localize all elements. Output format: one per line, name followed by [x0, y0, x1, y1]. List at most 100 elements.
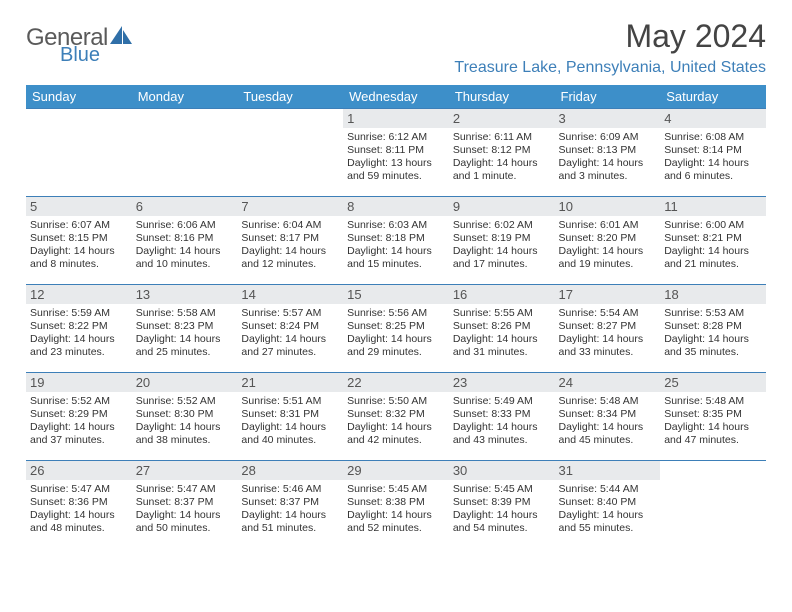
day-header: Sunday: [26, 85, 132, 109]
day-number: 3: [555, 109, 661, 128]
calendar-day: 8 Sunrise: 6:03 AMSunset: 8:18 PMDaylight…: [343, 197, 449, 285]
day-details: Sunrise: 5:52 AMSunset: 8:30 PMDaylight:…: [136, 395, 234, 448]
day-header: Saturday: [660, 85, 766, 109]
day-details: Sunrise: 5:45 AMSunset: 8:38 PMDaylight:…: [347, 483, 445, 536]
day-details: Sunrise: 6:03 AMSunset: 8:18 PMDaylight:…: [347, 219, 445, 272]
day-number: 31: [555, 461, 661, 480]
day-details: Sunrise: 5:52 AMSunset: 8:29 PMDaylight:…: [30, 395, 128, 448]
calendar-day-empty: [660, 461, 766, 549]
day-number: 14: [237, 285, 343, 304]
calendar-day: 20 Sunrise: 5:52 AMSunset: 8:30 PMDayligh…: [132, 373, 238, 461]
calendar-week: 1 Sunrise: 6:12 AMSunset: 8:11 PMDaylight…: [26, 109, 766, 197]
calendar-day: 12 Sunrise: 5:59 AMSunset: 8:22 PMDayligh…: [26, 285, 132, 373]
day-details: Sunrise: 5:44 AMSunset: 8:40 PMDaylight:…: [559, 483, 657, 536]
day-number: 15: [343, 285, 449, 304]
calendar-week: 26 Sunrise: 5:47 AMSunset: 8:36 PMDayligh…: [26, 461, 766, 549]
calendar-day: 11 Sunrise: 6:00 AMSunset: 8:21 PMDayligh…: [660, 197, 766, 285]
day-number: 16: [449, 285, 555, 304]
day-details: Sunrise: 5:47 AMSunset: 8:36 PMDaylight:…: [30, 483, 128, 536]
day-number: 13: [132, 285, 238, 304]
day-header: Friday: [555, 85, 661, 109]
calendar-day: 13 Sunrise: 5:58 AMSunset: 8:23 PMDayligh…: [132, 285, 238, 373]
day-details: Sunrise: 6:08 AMSunset: 8:14 PMDaylight:…: [664, 131, 762, 184]
day-details: Sunrise: 5:51 AMSunset: 8:31 PMDaylight:…: [241, 395, 339, 448]
day-header: Tuesday: [237, 85, 343, 109]
title-block: May 2024 Treasure Lake, Pennsylvania, Un…: [454, 18, 766, 77]
day-header: Monday: [132, 85, 238, 109]
calendar-day: 23Sunrise: 5:49 AMSunset: 8:33 PMDayligh…: [449, 373, 555, 461]
day-number: 7: [237, 197, 343, 216]
day-number: 10: [555, 197, 661, 216]
calendar-day: 10 Sunrise: 6:01 AMSunset: 8:20 PMDayligh…: [555, 197, 661, 285]
day-details: Sunrise: 6:07 AMSunset: 8:15 PMDaylight:…: [30, 219, 128, 272]
month-title: May 2024: [454, 18, 766, 55]
day-number: 18: [660, 285, 766, 304]
day-number: 24: [555, 373, 661, 392]
day-number: 30: [449, 461, 555, 480]
calendar-day-empty: [26, 109, 132, 197]
calendar-day: 2 Sunrise: 6:11 AMSunset: 8:12 PMDaylight…: [449, 109, 555, 197]
day-number: 1: [343, 109, 449, 128]
day-details: Sunrise: 6:00 AMSunset: 8:21 PMDaylight:…: [664, 219, 762, 272]
day-details: Sunrise: 6:09 AMSunset: 8:13 PMDaylight:…: [559, 131, 657, 184]
calendar-day: 4 Sunrise: 6:08 AMSunset: 8:14 PMDaylight…: [660, 109, 766, 197]
day-number: 8: [343, 197, 449, 216]
day-number: 4: [660, 109, 766, 128]
day-number: 29: [343, 461, 449, 480]
day-details: Sunrise: 6:12 AMSunset: 8:11 PMDaylight:…: [347, 131, 445, 184]
day-number: 28: [237, 461, 343, 480]
calendar-day: 16 Sunrise: 5:55 AMSunset: 8:26 PMDayligh…: [449, 285, 555, 373]
calendar-day: 29 Sunrise: 5:45 AMSunset: 8:38 PMDayligh…: [343, 461, 449, 549]
calendar-day-empty: [132, 109, 238, 197]
calendar-day: 24Sunrise: 5:48 AMSunset: 8:34 PMDayligh…: [555, 373, 661, 461]
day-details: Sunrise: 5:49 AMSunset: 8:33 PMDaylight:…: [453, 395, 551, 448]
calendar-week: 12 Sunrise: 5:59 AMSunset: 8:22 PMDayligh…: [26, 285, 766, 373]
brand-logo: General Blue: [26, 24, 134, 52]
day-details: Sunrise: 6:11 AMSunset: 8:12 PMDaylight:…: [453, 131, 551, 184]
day-details: Sunrise: 5:59 AMSunset: 8:22 PMDaylight:…: [30, 307, 128, 360]
calendar-day: 30 Sunrise: 5:45 AMSunset: 8:39 PMDayligh…: [449, 461, 555, 549]
day-details: Sunrise: 5:46 AMSunset: 8:37 PMDaylight:…: [241, 483, 339, 536]
calendar-day: 18Sunrise: 5:53 AMSunset: 8:28 PMDayligh…: [660, 285, 766, 373]
day-number: 17: [555, 285, 661, 304]
day-details: Sunrise: 5:50 AMSunset: 8:32 PMDaylight:…: [347, 395, 445, 448]
calendar-day: 3 Sunrise: 6:09 AMSunset: 8:13 PMDaylight…: [555, 109, 661, 197]
day-number: 26: [26, 461, 132, 480]
calendar-day: 27 Sunrise: 5:47 AMSunset: 8:37 PMDayligh…: [132, 461, 238, 549]
day-details: Sunrise: 5:48 AMSunset: 8:35 PMDaylight:…: [664, 395, 762, 448]
day-number: 2: [449, 109, 555, 128]
day-number: 25: [660, 373, 766, 392]
calendar-day: 19Sunrise: 5:52 AMSunset: 8:29 PMDayligh…: [26, 373, 132, 461]
calendar-day: 31 Sunrise: 5:44 AMSunset: 8:40 PMDayligh…: [555, 461, 661, 549]
calendar-day: 1 Sunrise: 6:12 AMSunset: 8:11 PMDaylight…: [343, 109, 449, 197]
day-details: Sunrise: 6:06 AMSunset: 8:16 PMDaylight:…: [136, 219, 234, 272]
calendar-table: SundayMondayTuesdayWednesdayThursdayFrid…: [26, 85, 766, 549]
day-details: Sunrise: 5:58 AMSunset: 8:23 PMDaylight:…: [136, 307, 234, 360]
calendar-day: 21Sunrise: 5:51 AMSunset: 8:31 PMDayligh…: [237, 373, 343, 461]
calendar-day: 7Sunrise: 6:04 AMSunset: 8:17 PMDaylight…: [237, 197, 343, 285]
calendar-day: 28 Sunrise: 5:46 AMSunset: 8:37 PMDayligh…: [237, 461, 343, 549]
sail-icon: [108, 24, 134, 51]
day-details: Sunrise: 5:45 AMSunset: 8:39 PMDaylight:…: [453, 483, 551, 536]
day-header-row: SundayMondayTuesdayWednesdayThursdayFrid…: [26, 85, 766, 109]
day-details: Sunrise: 5:55 AMSunset: 8:26 PMDaylight:…: [453, 307, 551, 360]
day-details: Sunrise: 5:56 AMSunset: 8:25 PMDaylight:…: [347, 307, 445, 360]
calendar-day: 15 Sunrise: 5:56 AMSunset: 8:25 PMDayligh…: [343, 285, 449, 373]
day-details: Sunrise: 5:47 AMSunset: 8:37 PMDaylight:…: [136, 483, 234, 536]
day-number: 12: [26, 285, 132, 304]
location-text: Treasure Lake, Pennsylvania, United Stat…: [454, 59, 766, 77]
calendar-day: 5 Sunrise: 6:07 AMSunset: 8:15 PMDaylight…: [26, 197, 132, 285]
calendar-day: 9Sunrise: 6:02 AMSunset: 8:19 PMDaylight…: [449, 197, 555, 285]
day-number: 11: [660, 197, 766, 216]
day-number: 20: [132, 373, 238, 392]
calendar-day: 25 Sunrise: 5:48 AMSunset: 8:35 PMDayligh…: [660, 373, 766, 461]
day-number: 22: [343, 373, 449, 392]
day-header: Thursday: [449, 85, 555, 109]
calendar-day-empty: [237, 109, 343, 197]
day-details: Sunrise: 5:57 AMSunset: 8:24 PMDaylight:…: [241, 307, 339, 360]
day-details: Sunrise: 6:01 AMSunset: 8:20 PMDaylight:…: [559, 219, 657, 272]
day-number: 5: [26, 197, 132, 216]
header: General Blue May 2024 Treasure Lake, Pen…: [26, 18, 766, 77]
day-number: 6: [132, 197, 238, 216]
day-number: 27: [132, 461, 238, 480]
